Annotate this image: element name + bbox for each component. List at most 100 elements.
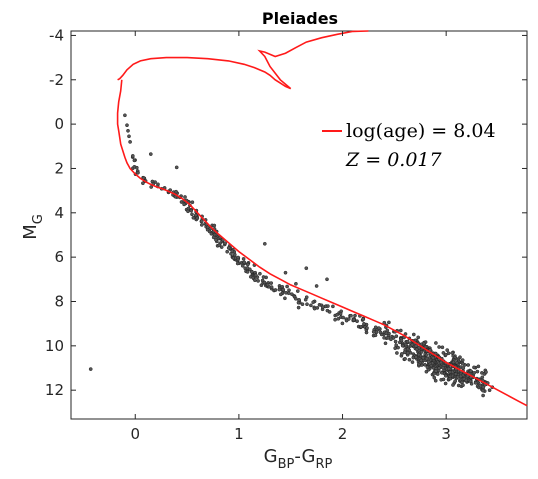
y-tick-label: 10	[45, 337, 64, 355]
star-point	[303, 297, 308, 302]
star-point	[293, 296, 298, 301]
star-point	[281, 287, 286, 292]
star-point	[443, 373, 448, 378]
star-point	[297, 297, 301, 302]
star-point	[223, 241, 228, 246]
star-point	[245, 266, 250, 270]
star-point	[278, 292, 283, 297]
star-point	[327, 310, 332, 314]
star-point	[399, 338, 404, 343]
star-point	[446, 366, 451, 371]
y-tick-label: 0	[54, 115, 64, 133]
star-point	[481, 393, 485, 398]
star-point	[472, 365, 476, 370]
x-ticks: 0 1 2 3	[130, 31, 451, 443]
star-point	[191, 215, 196, 220]
star-point	[128, 140, 132, 144]
star-point	[190, 200, 195, 205]
star-point	[416, 352, 421, 357]
star-point	[437, 345, 441, 349]
star-point	[468, 369, 473, 373]
star-point	[476, 364, 481, 369]
star-point	[441, 377, 446, 382]
star-point	[455, 375, 460, 379]
star-point	[425, 365, 430, 370]
star-point	[296, 305, 301, 310]
x-tick-label: 2	[338, 425, 348, 443]
star-point	[136, 170, 140, 175]
star-point	[403, 342, 408, 347]
star-point	[403, 356, 407, 361]
star-point	[411, 332, 416, 337]
star-point	[296, 300, 301, 305]
star-point	[294, 281, 298, 286]
star-point	[481, 388, 485, 393]
star-point	[416, 362, 421, 367]
star-point	[261, 275, 266, 279]
star-point	[410, 342, 415, 347]
star-point	[236, 255, 240, 260]
star-point	[464, 378, 469, 383]
x-tick-label: 0	[130, 425, 140, 443]
star-point	[421, 341, 426, 346]
y-tick-label: 12	[45, 381, 64, 399]
star-point	[355, 319, 359, 324]
star-point	[174, 189, 178, 194]
star-point	[414, 347, 419, 352]
star-point	[455, 360, 459, 365]
star-point	[333, 317, 337, 322]
star-point	[182, 202, 186, 207]
star-point	[400, 343, 405, 348]
star-point	[189, 208, 194, 213]
star-point	[262, 280, 267, 285]
star-point	[226, 246, 231, 250]
x-tick-label: 1	[234, 425, 244, 443]
star-point	[451, 360, 456, 365]
star-point	[445, 348, 450, 352]
star-point	[414, 355, 418, 359]
star-point	[235, 261, 240, 266]
star-point	[373, 333, 378, 338]
star-point	[132, 158, 137, 163]
star-point	[127, 134, 131, 139]
star-point	[466, 363, 471, 367]
star-point	[242, 260, 247, 265]
star-point	[325, 277, 329, 282]
star-point	[199, 219, 204, 224]
star-point	[475, 369, 480, 374]
star-point	[304, 266, 309, 271]
star-point	[458, 374, 463, 379]
star-point	[123, 113, 127, 118]
y-tick-label: 8	[54, 292, 64, 310]
star-point	[314, 284, 319, 288]
star-point	[359, 325, 363, 329]
star-point	[423, 362, 427, 367]
star-point	[437, 366, 442, 370]
star-point	[295, 289, 300, 293]
y-ticks: -4 -2 0 2 4 6 8 10 12	[45, 26, 527, 399]
star-point	[433, 378, 438, 383]
star-point	[441, 365, 445, 370]
star-point	[389, 337, 393, 342]
star-point	[199, 223, 204, 227]
star-point	[424, 369, 429, 374]
star-point	[376, 326, 381, 330]
star-point	[424, 353, 429, 357]
y-tick-label: -4	[49, 26, 64, 44]
star-point	[219, 245, 224, 249]
star-point	[174, 165, 179, 170]
star-point	[312, 306, 317, 311]
star-point	[395, 351, 399, 355]
legend: log(age) = 8.04 Z = 0.017	[322, 120, 496, 171]
star-point	[338, 311, 343, 316]
star-point	[434, 341, 438, 345]
star-point	[460, 361, 465, 366]
star-point	[385, 328, 390, 333]
star-point	[283, 270, 288, 275]
chart-title: Pleiades	[262, 9, 338, 28]
star-point	[447, 370, 452, 374]
star-point	[88, 367, 93, 371]
star-point	[277, 287, 282, 292]
star-point	[232, 252, 237, 257]
